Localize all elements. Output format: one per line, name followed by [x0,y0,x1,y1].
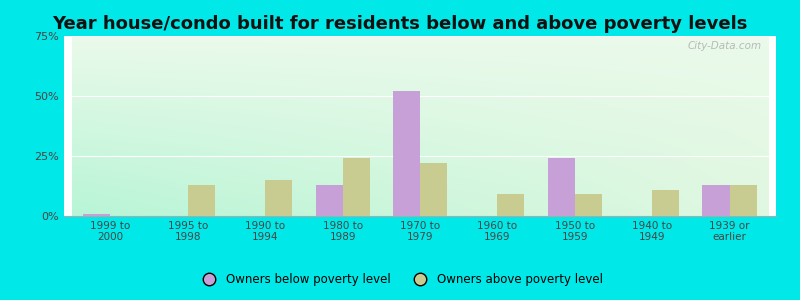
Bar [315,185,342,216]
Bar [548,158,574,216]
Bar [702,185,730,216]
Text: City-Data.com: City-Data.com [688,41,762,51]
Bar [342,158,370,216]
Bar [498,194,525,216]
Bar [730,185,757,216]
Bar [266,180,292,216]
Bar [652,190,679,216]
Bar [83,214,110,216]
Bar [574,194,602,216]
Bar [393,91,420,216]
Bar [188,185,215,216]
Legend: Owners below poverty level, Owners above poverty level: Owners below poverty level, Owners above… [193,269,607,291]
Text: Year house/condo built for residents below and above poverty levels: Year house/condo built for residents bel… [52,15,748,33]
Bar [420,163,447,216]
